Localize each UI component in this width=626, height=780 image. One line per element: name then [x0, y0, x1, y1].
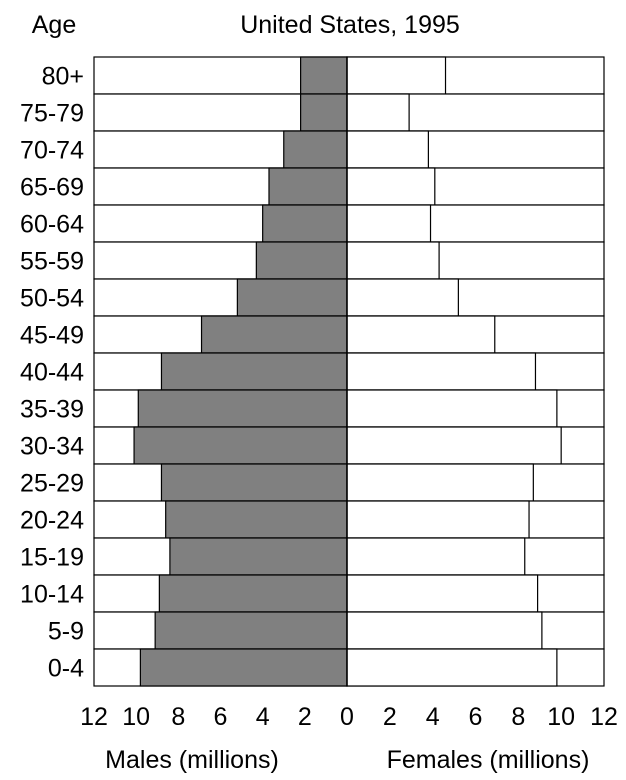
male-bar [133, 426, 348, 465]
female-bar [346, 93, 410, 132]
x-tick-label-right: 10 [547, 703, 575, 731]
age-category-label: 0-4 [48, 655, 84, 683]
female-bar [346, 130, 429, 169]
x-tick-label-right: 6 [469, 703, 483, 731]
x-tick-label-left: 12 [80, 703, 108, 731]
male-bar [236, 278, 348, 317]
x-tick-label-right: 12 [590, 703, 618, 731]
male-bar [165, 500, 348, 539]
female-bar [346, 204, 432, 243]
age-category-label: 65-69 [20, 174, 84, 202]
x-axis-label-males: Males (millions) [105, 746, 279, 774]
male-bar [268, 167, 348, 206]
male-bar [137, 389, 348, 428]
female-bar [346, 574, 539, 613]
x-tick-label-right: 2 [383, 703, 397, 731]
age-category-label: 50-54 [20, 285, 84, 313]
age-category-label: 35-39 [20, 396, 84, 424]
age-category-label: 25-29 [20, 470, 84, 498]
male-bar [262, 204, 348, 243]
x-tick-label-left: 6 [214, 703, 228, 731]
female-bar [346, 500, 530, 539]
male-bar [154, 611, 348, 650]
female-bar [346, 315, 496, 354]
x-tick-label-left: 2 [298, 703, 312, 731]
female-bar [346, 611, 543, 650]
female-bar [346, 56, 447, 95]
x-tick-label-left: 0 [340, 703, 354, 731]
x-tick-label-left: 8 [171, 703, 185, 731]
age-category-label: 15-19 [20, 544, 84, 572]
male-bar [300, 93, 348, 132]
male-bar [300, 56, 348, 95]
female-bar [346, 648, 558, 687]
male-bar [160, 352, 348, 391]
y-axis-title: Age [32, 11, 76, 39]
female-bar [346, 537, 526, 576]
male-bar [169, 537, 348, 576]
x-tick-labels: 12 10 8 6 4 2 0 2 4 6 8 10 12 [80, 703, 618, 731]
age-category-label: 80+ [42, 63, 84, 91]
female-bar [346, 241, 440, 280]
age-category-label: 45-49 [20, 322, 84, 350]
age-category-label: 30-34 [20, 433, 84, 461]
male-bar [160, 463, 348, 502]
male-bar [158, 574, 348, 613]
age-category-label: 55-59 [20, 248, 84, 276]
x-tick-label-right: 4 [426, 703, 440, 731]
age-category-label: 60-64 [20, 211, 84, 239]
age-category-label: 75-79 [20, 100, 84, 128]
female-bar [346, 426, 562, 465]
female-bar [346, 463, 534, 502]
x-tick-label-right: 8 [511, 703, 525, 731]
x-tick-label-left: 10 [122, 703, 150, 731]
age-category-label: 20-24 [20, 507, 84, 535]
male-bar [139, 648, 348, 687]
x-axis-label-females: Females (millions) [387, 746, 590, 774]
male-bar [283, 130, 348, 169]
chart-title: United States, 1995 [240, 11, 460, 39]
age-category-label: 70-74 [20, 137, 84, 165]
category-labels: 80+ 75-79 70-74 65-69 60-64 55-59 50-54 45-49 40… [20, 63, 84, 683]
age-category-label: 5-9 [48, 618, 84, 646]
age-category-label: 40-44 [20, 359, 84, 387]
female-bar [346, 389, 558, 428]
female-bar [346, 278, 459, 317]
male-bar [255, 241, 348, 280]
female-bar [346, 167, 436, 206]
female-bar [346, 352, 537, 391]
x-tick-label-left: 4 [256, 703, 270, 731]
male-bar [200, 315, 348, 354]
age-category-label: 10-14 [20, 581, 84, 609]
bars-layer [93, 56, 605, 687]
